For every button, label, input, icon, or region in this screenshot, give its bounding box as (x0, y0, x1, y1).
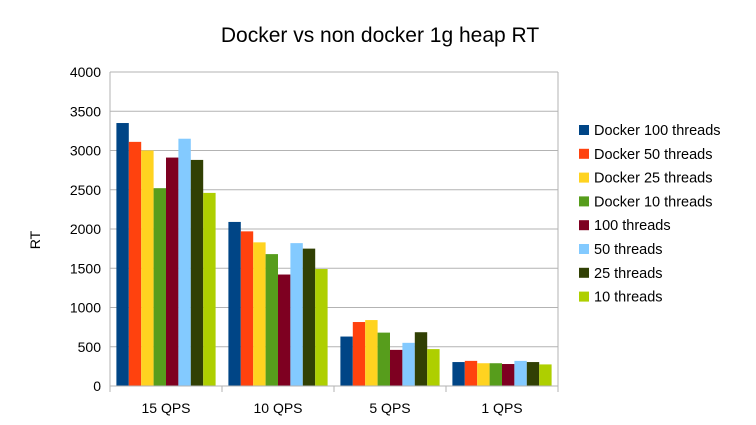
legend-swatch (579, 125, 589, 135)
legend-swatch (579, 172, 589, 183)
legend: Docker 100 threads Docker 50 threads Docke… (579, 123, 721, 306)
bar (302, 248, 316, 386)
y-tick-label: 4000 (70, 64, 101, 80)
bar (240, 231, 254, 386)
bar (452, 362, 465, 386)
x-tick-labels: 15 QPS 10 QPS 5 QPS 1 QPS (141, 400, 522, 416)
y-axis-label: RT (27, 230, 43, 249)
legend-label: 25 threads (594, 266, 663, 282)
bar (128, 141, 142, 386)
y-tick-label: 1500 (70, 260, 101, 276)
legend-label: Docker 25 threads (594, 171, 712, 187)
x-tick-label: 10 QPS (253, 400, 302, 416)
x-tick-label: 15 QPS (141, 400, 190, 416)
y-tick-label: 1000 (70, 300, 101, 316)
bar (340, 336, 353, 386)
bar (178, 138, 191, 386)
bar (290, 243, 303, 386)
bar (203, 192, 216, 386)
y-tick-label: 2000 (70, 221, 101, 237)
y-tick-label: 2500 (70, 182, 101, 198)
bar (141, 150, 154, 386)
bar (489, 363, 502, 386)
bar (377, 332, 390, 386)
bar (153, 188, 166, 386)
legend-label: 10 threads (594, 290, 663, 306)
legend-label: 100 threads (594, 218, 671, 234)
bar (414, 332, 428, 386)
bar (352, 322, 366, 386)
y-tick-label: 3500 (70, 103, 101, 119)
bar (514, 360, 527, 386)
legend-label: Docker 100 threads (594, 123, 721, 139)
legend-swatch (579, 291, 589, 302)
y-tick-labels: 0 500 1000 1500 2000 2500 3000 3500 4000 (70, 64, 101, 394)
legend-label: Docker 50 threads (594, 147, 712, 163)
bars (116, 123, 552, 387)
bar (228, 221, 241, 386)
legend-label: Docker 10 threads (594, 194, 712, 210)
legend-swatch (579, 196, 589, 207)
bar (190, 159, 204, 386)
x-tick-label: 1 QPS (481, 400, 522, 416)
chart-title: Docker vs non docker 1g heap RT (221, 24, 539, 47)
bar (477, 363, 490, 386)
bar (526, 362, 540, 386)
bar (365, 320, 378, 386)
bar (166, 157, 179, 386)
legend-swatch (579, 148, 589, 159)
axes (109, 72, 559, 392)
bar (253, 242, 266, 386)
bar (278, 274, 291, 386)
legend-swatch (579, 267, 589, 278)
bar (390, 349, 403, 386)
y-tick-label: 3000 (70, 143, 101, 159)
legend-swatch (579, 220, 589, 231)
bar (116, 123, 129, 387)
y-tick-label: 0 (93, 378, 101, 394)
bar (539, 364, 552, 386)
bar (464, 360, 478, 386)
bar (265, 254, 278, 386)
bar (315, 269, 328, 386)
bar (427, 349, 440, 386)
y-tick-label: 500 (78, 339, 102, 355)
bar (502, 364, 515, 386)
bar (402, 342, 415, 386)
legend-swatch (579, 244, 589, 254)
x-tick-label: 5 QPS (369, 400, 410, 416)
legend-label: 50 threads (594, 242, 663, 258)
